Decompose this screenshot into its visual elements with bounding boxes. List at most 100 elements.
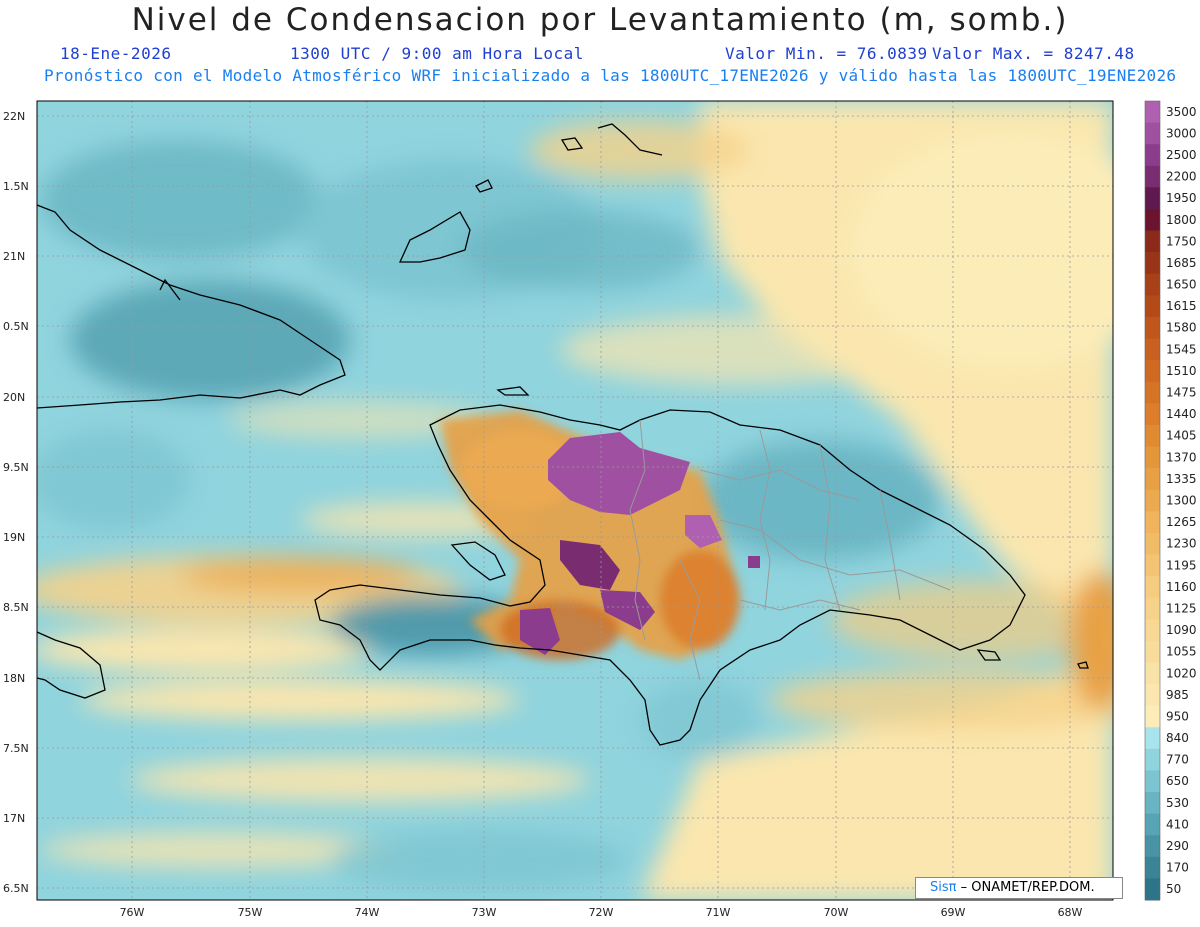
colorbar-label: 1090 bbox=[1166, 623, 1197, 637]
lat-label: 6.5N bbox=[3, 882, 29, 895]
colorbar-label: 1950 bbox=[1166, 191, 1197, 205]
colorbar-swatch bbox=[1145, 489, 1160, 512]
graticule bbox=[37, 101, 1113, 900]
colorbar-swatch bbox=[1145, 468, 1160, 491]
colorbar-label: 170 bbox=[1166, 861, 1189, 875]
plot-frame bbox=[36, 100, 1114, 901]
colorbar-swatch bbox=[1145, 338, 1160, 361]
colorbar-label: 770 bbox=[1166, 753, 1189, 767]
colorbar-swatch bbox=[1145, 727, 1160, 750]
lon-label: 73W bbox=[472, 906, 497, 919]
colorbar-swatch bbox=[1145, 662, 1160, 685]
colorbar-label: 1125 bbox=[1166, 601, 1197, 615]
colorbar-label: 2500 bbox=[1166, 148, 1197, 162]
colorbar-swatch bbox=[1145, 295, 1160, 318]
colorbar-label: 650 bbox=[1166, 774, 1189, 788]
colorbar-label: 290 bbox=[1166, 839, 1189, 853]
colorbar-swatch bbox=[1145, 101, 1160, 124]
credit-org: – ONAMET/REP.DOM. bbox=[956, 880, 1095, 895]
province-boundaries bbox=[629, 419, 951, 681]
colorbar-label: 985 bbox=[1166, 688, 1189, 702]
colorbar-swatch bbox=[1145, 273, 1160, 296]
colorbar-label: 1405 bbox=[1166, 429, 1197, 443]
colorbar-swatch bbox=[1145, 684, 1160, 707]
colorbar-swatch bbox=[1145, 748, 1160, 771]
colorbar-swatch bbox=[1145, 360, 1160, 383]
colorbar-label: 1615 bbox=[1166, 299, 1197, 313]
lat-label: 9.5N bbox=[3, 461, 29, 474]
lon-label: 72W bbox=[589, 906, 614, 919]
lat-label: 22N bbox=[3, 110, 25, 123]
colorbar-swatch bbox=[1145, 165, 1160, 188]
purple-high-zones bbox=[520, 432, 760, 655]
colorbar-label: 1265 bbox=[1166, 515, 1197, 529]
max-value: Valor Max. = 8247.48 bbox=[932, 44, 1135, 63]
colorbar-swatch bbox=[1145, 554, 1160, 577]
colorbar-label: 2200 bbox=[1166, 170, 1197, 184]
colorbar-swatch bbox=[1145, 144, 1160, 167]
colorbar-label: 530 bbox=[1166, 796, 1189, 810]
colorbar-label: 3500 bbox=[1166, 105, 1197, 119]
forecast-time: 1300 UTC / 9:00 am Hora Local bbox=[290, 44, 584, 63]
lon-label: 70W bbox=[824, 906, 849, 919]
map-title: Nivel de Condensacion por Levantamiento … bbox=[131, 2, 1069, 38]
colorbar-label: 1440 bbox=[1166, 407, 1197, 421]
lon-label: 76W bbox=[120, 906, 145, 919]
colorbar-label: 1800 bbox=[1166, 213, 1197, 227]
colorbar-label: 1580 bbox=[1166, 321, 1197, 335]
colorbar-swatch bbox=[1145, 856, 1160, 879]
colorbar-label: 1335 bbox=[1166, 472, 1197, 486]
colorbar-swatch bbox=[1145, 424, 1160, 448]
colorbar-label: 1195 bbox=[1166, 558, 1197, 572]
colorbar-swatch bbox=[1145, 403, 1160, 426]
colorbar-swatch bbox=[1145, 597, 1160, 620]
colorbar-label: 1300 bbox=[1166, 494, 1197, 508]
lon-label: 71W bbox=[706, 906, 731, 919]
colorbar-swatch bbox=[1145, 619, 1160, 642]
colorbar-swatch bbox=[1145, 813, 1160, 836]
colorbar-swatch bbox=[1145, 446, 1160, 469]
colorbar-swatch bbox=[1145, 187, 1160, 210]
lat-label: 20N bbox=[3, 391, 25, 404]
colorbar-label: 1475 bbox=[1166, 386, 1197, 400]
colorbar-label: 1510 bbox=[1166, 364, 1197, 378]
forecast-date: 18-Ene-2026 bbox=[60, 44, 172, 63]
lat-label: 19N bbox=[3, 531, 25, 544]
lat-labels: 22N 1.5N 21N 0.5N 20N 9.5N 19N 8.5N 18N … bbox=[3, 110, 29, 895]
colorbar-swatch bbox=[1145, 532, 1160, 555]
colorbar-label: 1650 bbox=[1166, 278, 1197, 292]
colorbar-swatch bbox=[1145, 835, 1160, 858]
lcl-shaded-field bbox=[37, 101, 1113, 900]
min-value: Valor Min. = 76.0839 bbox=[725, 44, 928, 63]
colorbar-label: 1020 bbox=[1166, 666, 1197, 680]
lon-label: 68W bbox=[1058, 906, 1083, 919]
colorbar-swatch bbox=[1145, 381, 1160, 404]
colorbar-label: 1685 bbox=[1166, 256, 1197, 270]
lat-label: 7.5N bbox=[3, 742, 29, 755]
colorbar-swatch bbox=[1145, 316, 1160, 340]
colorbar-label: 1750 bbox=[1166, 234, 1197, 248]
colorbar-swatch bbox=[1145, 252, 1160, 275]
sispi-logo-text: Sisπ bbox=[930, 880, 957, 895]
lon-labels: 76W 75W 74W 73W 72W 71W 70W 69W 68W bbox=[120, 906, 1083, 919]
lat-label: 8.5N bbox=[3, 601, 29, 614]
colorbar-swatch bbox=[1145, 878, 1160, 901]
colorbar-label: 1055 bbox=[1166, 645, 1197, 659]
colorbar: 3500 3000 2500 2200 1950 1800 1750 1685 1650 1615… bbox=[1144, 100, 1197, 901]
colorbar-label: 50 bbox=[1166, 882, 1181, 896]
lon-label: 74W bbox=[355, 906, 380, 919]
colorbar-label: 1545 bbox=[1166, 342, 1197, 356]
lat-label: 1.5N bbox=[3, 180, 29, 193]
colorbar-swatch bbox=[1145, 122, 1160, 145]
colorbar-swatch bbox=[1145, 640, 1160, 663]
lon-label: 69W bbox=[941, 906, 966, 919]
colorbar-swatch bbox=[1145, 770, 1160, 793]
colorbar-frame bbox=[1144, 100, 1161, 901]
colorbar-swatch bbox=[1145, 792, 1160, 815]
lat-label: 0.5N bbox=[3, 320, 29, 333]
colorbar-label: 1230 bbox=[1166, 537, 1197, 551]
colorbar-swatch bbox=[1145, 208, 1160, 232]
lat-label: 21N bbox=[3, 250, 25, 263]
colorbar-swatch bbox=[1145, 230, 1160, 253]
colorbar-swatch bbox=[1145, 511, 1160, 534]
